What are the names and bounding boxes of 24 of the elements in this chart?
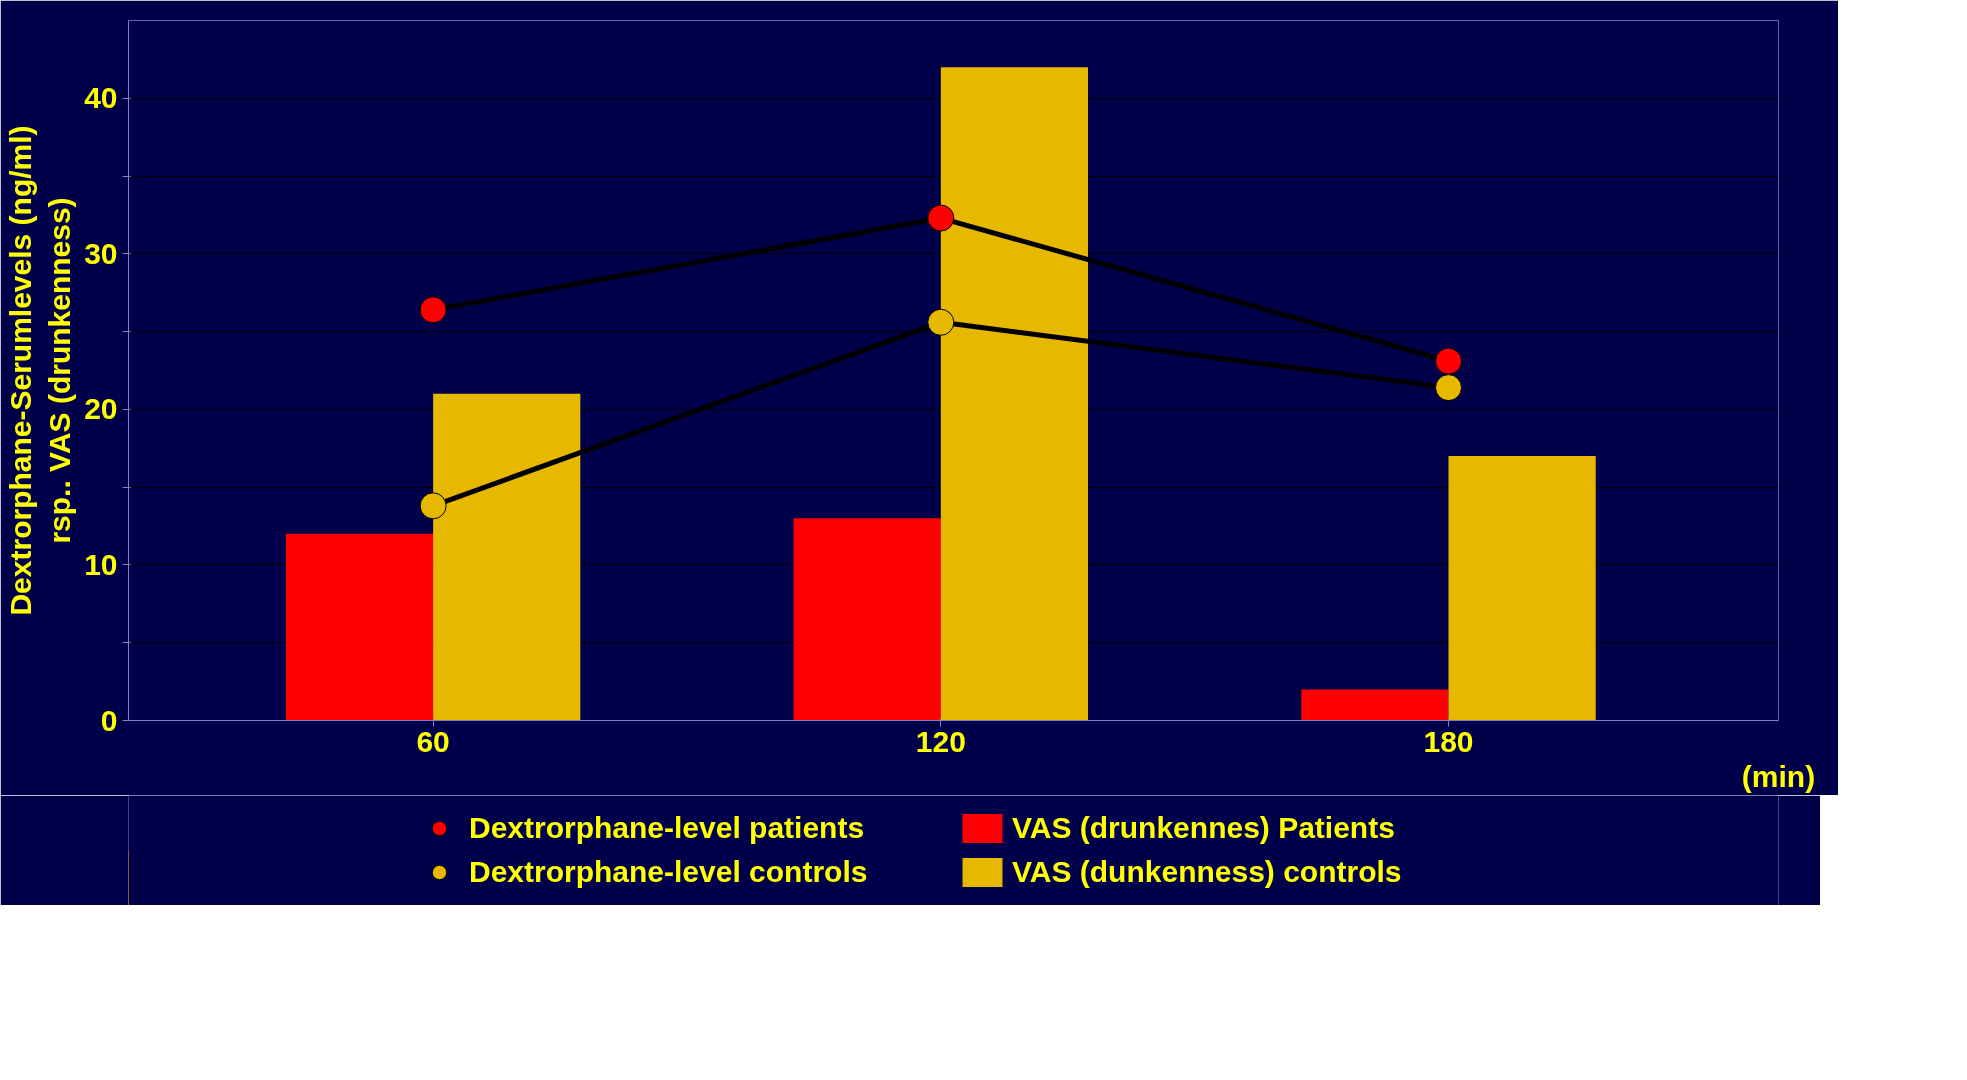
y-axis-title: Dextrorphane-Serumlevels (ng/ml) rsp.. VAS (drunkenness): [3, 125, 77, 616]
point: [927, 308, 955, 336]
x-tick-label: 180: [1423, 724, 1474, 758]
y-tick-label: 40: [84, 81, 118, 115]
legend-label: Dextrorphane-level patients: [469, 811, 866, 845]
point: [419, 296, 447, 324]
y-tick-label: 20: [84, 392, 118, 426]
y-tick-label: 10: [84, 547, 118, 581]
x-tick-label: 120: [915, 724, 966, 758]
bar: [285, 533, 434, 721]
point: [419, 492, 447, 520]
legend-label: VAS (dunkenness) controls: [1012, 855, 1403, 889]
bar: [1301, 689, 1449, 721]
y-tick-label: 0: [100, 703, 118, 737]
bar: [793, 518, 941, 721]
point: [1435, 347, 1462, 375]
x-tick-label: 60: [416, 724, 450, 758]
bar: [1448, 456, 1596, 721]
legend-label: Dextrorphane-level controls: [469, 855, 869, 889]
y-tick-label: 30: [84, 236, 118, 270]
point: [1435, 374, 1462, 402]
point: [927, 204, 955, 232]
x-axis-title: (min): [1741, 759, 1816, 793]
legend-label: VAS (drunkennes) Patients: [1012, 811, 1396, 845]
